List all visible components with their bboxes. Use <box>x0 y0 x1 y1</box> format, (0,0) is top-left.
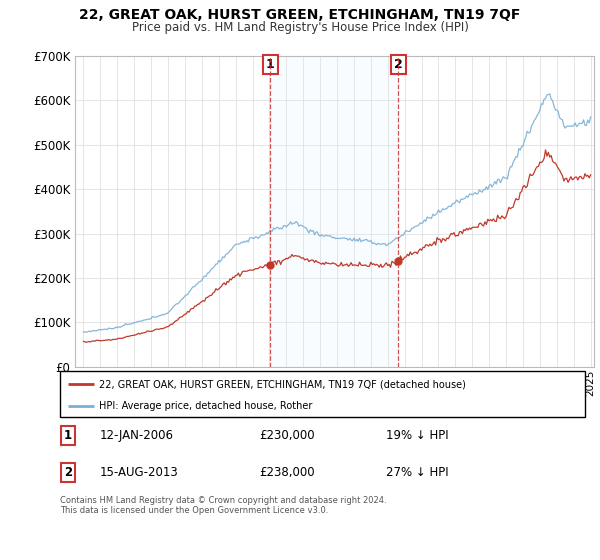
Text: 22, GREAT OAK, HURST GREEN, ETCHINGHAM, TN19 7QF: 22, GREAT OAK, HURST GREEN, ETCHINGHAM, … <box>79 8 521 22</box>
Text: 19% ↓ HPI: 19% ↓ HPI <box>386 429 448 442</box>
Text: £238,000: £238,000 <box>260 466 315 479</box>
FancyBboxPatch shape <box>60 371 585 417</box>
Text: 22, GREAT OAK, HURST GREEN, ETCHINGHAM, TN19 7QF (detached house): 22, GREAT OAK, HURST GREEN, ETCHINGHAM, … <box>100 379 466 389</box>
Bar <box>270 56 398 367</box>
Text: 1: 1 <box>64 429 72 442</box>
Text: 2: 2 <box>394 58 403 71</box>
Text: HPI: Average price, detached house, Rother: HPI: Average price, detached house, Roth… <box>100 401 313 410</box>
Text: 12-JAN-2006: 12-JAN-2006 <box>100 429 173 442</box>
Text: Price paid vs. HM Land Registry's House Price Index (HPI): Price paid vs. HM Land Registry's House … <box>131 21 469 34</box>
Text: £230,000: £230,000 <box>260 429 315 442</box>
Text: 15-AUG-2013: 15-AUG-2013 <box>100 466 178 479</box>
Text: 27% ↓ HPI: 27% ↓ HPI <box>386 466 448 479</box>
Text: Contains HM Land Registry data © Crown copyright and database right 2024.
This d: Contains HM Land Registry data © Crown c… <box>60 496 386 515</box>
Text: 1: 1 <box>266 58 274 71</box>
Text: 2: 2 <box>64 466 72 479</box>
